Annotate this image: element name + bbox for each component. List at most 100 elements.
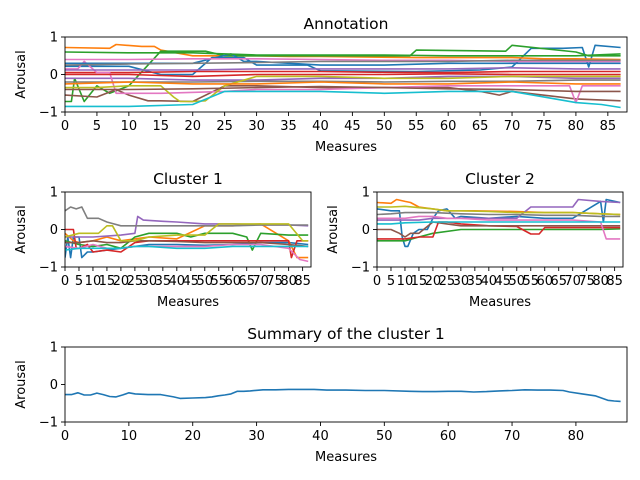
- series-line-8: [65, 206, 309, 227]
- x-axis-label: Measures: [315, 450, 377, 465]
- series-line-7: [65, 243, 309, 263]
- x-tick-label: 15: [99, 274, 116, 289]
- series-line-9: [65, 75, 621, 103]
- y-tick-label: 0: [50, 378, 58, 393]
- y-tick-label: 1: [50, 186, 58, 201]
- series-line-9: [65, 223, 309, 242]
- series-line-6: [65, 240, 309, 248]
- y-tick-label: 0: [50, 68, 58, 83]
- x-tick-label: 30: [248, 429, 265, 444]
- x-tick-label: 20: [425, 274, 442, 289]
- x-tick-label: 55: [522, 274, 539, 289]
- series-line-10: [65, 90, 621, 109]
- x-tick-label: 75: [536, 119, 553, 134]
- series-line-4: [377, 221, 621, 240]
- x-tick-label: 85: [294, 274, 311, 289]
- y-tick-label: −1: [351, 261, 370, 276]
- y-axis-label: Arousal: [14, 205, 29, 254]
- x-tick-label: 80: [568, 119, 585, 134]
- x-tick-label: 70: [504, 119, 521, 134]
- x-tick-label: 20: [113, 274, 130, 289]
- x-tick-label: 80: [568, 429, 585, 444]
- x-tick-label: 70: [564, 274, 581, 289]
- x-tick-label: 65: [550, 274, 567, 289]
- x-tick-label: 5: [75, 274, 83, 289]
- x-tick-label: 40: [169, 274, 186, 289]
- series-line-17: [65, 58, 621, 63]
- x-tick-label: 10: [85, 274, 102, 289]
- x-tick-label: 50: [196, 274, 213, 289]
- x-tick-label: 10: [397, 274, 414, 289]
- series-line-9: [377, 205, 621, 216]
- panel-title: Summary of the cluster 1: [247, 325, 445, 343]
- x-tick-label: 65: [238, 274, 255, 289]
- panel-title: Cluster 2: [465, 170, 535, 188]
- panel-cluster-1: Cluster 1 Measures Arousal 0 5 10152025303…: [14, 170, 312, 310]
- y-tick-label: 0: [362, 223, 370, 238]
- x-tick-label: 25: [439, 274, 456, 289]
- x-tick-label: 0: [61, 274, 69, 289]
- series-line-6: [377, 221, 621, 238]
- x-tick-label: 15: [411, 274, 428, 289]
- x-tick-label: 30: [248, 119, 265, 134]
- x-tick-label: 45: [344, 119, 361, 134]
- y-tick-label: 1: [50, 31, 58, 46]
- x-tick-label: 0: [373, 274, 381, 289]
- x-tick-label: 55: [210, 274, 227, 289]
- x-tick-label: 30: [453, 274, 470, 289]
- x-tick-label: 50: [376, 119, 393, 134]
- x-tick-label: 70: [504, 429, 521, 444]
- x-tick-label: 10: [121, 119, 138, 134]
- x-axis-label: Measures: [315, 140, 377, 155]
- x-tick-label: 5: [93, 119, 101, 134]
- x-tick-label: 20: [184, 119, 201, 134]
- series-line-12: [65, 81, 621, 85]
- x-tick-label: 30: [141, 274, 158, 289]
- panel-cluster-2: Cluster 2 Measures Arousal 0 5 10152025303…: [326, 170, 624, 310]
- x-tick-label: 50: [376, 429, 393, 444]
- series-line-1: [65, 388, 621, 403]
- x-axis-label: Measures: [469, 295, 531, 310]
- series-line-4: [65, 70, 621, 74]
- series-line-10: [377, 221, 621, 225]
- series-line-8: [377, 211, 621, 218]
- x-tick-label: 5: [387, 274, 395, 289]
- series-line-8: [65, 79, 621, 83]
- series-group: [65, 388, 621, 403]
- x-tick-label: 45: [183, 274, 200, 289]
- x-axis-label: Measures: [157, 295, 219, 310]
- series-group: [65, 43, 621, 109]
- x-tick-label: 25: [127, 274, 144, 289]
- series-line-5: [65, 75, 621, 81]
- x-tick-label: 65: [472, 119, 489, 134]
- y-tick-label: 1: [362, 186, 370, 201]
- x-tick-label: 10: [121, 429, 138, 444]
- x-tick-label: 50: [508, 274, 525, 289]
- x-tick-label: 85: [600, 119, 617, 134]
- series-line-14: [65, 73, 621, 78]
- x-tick-label: 70: [252, 274, 269, 289]
- series-line-16: [65, 85, 621, 93]
- x-tick-label: 45: [495, 274, 512, 289]
- y-tick-label: 0: [50, 223, 58, 238]
- x-tick-label: 85: [606, 274, 623, 289]
- x-tick-label: 35: [280, 119, 297, 134]
- y-axis-label: Arousal: [326, 205, 341, 254]
- panel-annotation: Annotation Measures Arousal 0 5 10 15 20 25 30…: [14, 15, 628, 155]
- x-tick-label: 75: [578, 274, 595, 289]
- x-tick-label: 25: [216, 119, 233, 134]
- panel-title: Cluster 1: [153, 170, 223, 188]
- y-axis-label: Arousal: [14, 50, 29, 99]
- x-tick-label: 35: [467, 274, 484, 289]
- x-tick-label: 0: [61, 429, 69, 444]
- x-tick-label: 60: [440, 119, 457, 134]
- x-tick-label: 55: [408, 119, 425, 134]
- x-tick-label: 80: [592, 274, 609, 289]
- x-tick-label: 20: [184, 429, 201, 444]
- x-tick-label: 40: [481, 274, 498, 289]
- x-tick-label: 80: [280, 274, 297, 289]
- x-tick-label: 60: [224, 274, 241, 289]
- series-line-3: [377, 228, 621, 242]
- y-tick-label: −1: [39, 261, 58, 276]
